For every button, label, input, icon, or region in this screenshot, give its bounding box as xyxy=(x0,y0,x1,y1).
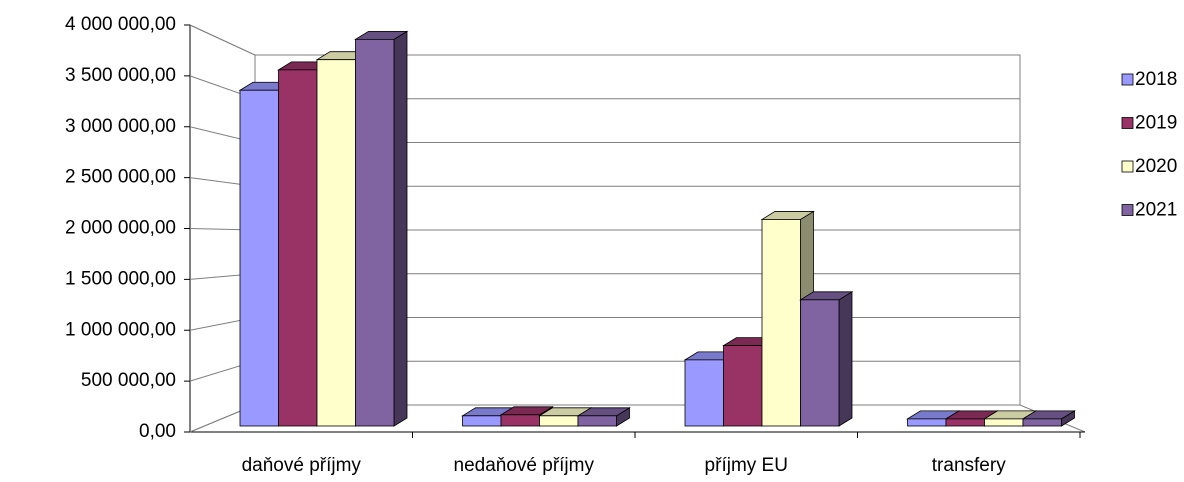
legend-label: 2019 xyxy=(1135,113,1177,134)
bar-side xyxy=(393,30,408,427)
bar-front xyxy=(316,59,356,427)
bar xyxy=(722,336,777,427)
y-tick-label: 2 500 000,00 xyxy=(65,167,176,188)
bar-front xyxy=(239,89,279,427)
grid-line xyxy=(189,24,1020,56)
x-tick-label: daňové příjmy xyxy=(242,455,362,476)
legend-swatch xyxy=(1121,204,1134,216)
legend-label: 2018 xyxy=(1135,69,1177,90)
bar-front xyxy=(984,418,1024,427)
bar-front xyxy=(355,38,395,427)
bars xyxy=(238,30,1076,427)
y-tick-label: 2 000 000,00 xyxy=(65,218,176,239)
bar-side xyxy=(838,291,853,427)
x-tick-label: nedaňové příjmy xyxy=(454,455,595,476)
bar-front xyxy=(500,414,540,427)
y-tick-label: 500 000,00 xyxy=(81,370,176,391)
y-tick-label: 3 500 000,00 xyxy=(65,65,176,86)
legend-swatch xyxy=(1121,73,1134,86)
bar-front xyxy=(684,359,724,427)
legend-label: 2021 xyxy=(1135,200,1177,221)
x-tick-label: příjmy EU xyxy=(705,455,788,476)
bar-front xyxy=(761,219,801,427)
legend-label: 2020 xyxy=(1135,156,1177,177)
y-tick-label: 4 000 000,00 xyxy=(65,14,176,35)
bar xyxy=(799,291,854,427)
bar-front xyxy=(907,418,947,427)
bar-front xyxy=(723,345,763,427)
legend-swatch xyxy=(1121,160,1134,173)
bar xyxy=(354,30,409,427)
y-tick-label: 3 000 000,00 xyxy=(65,116,176,137)
legend-swatch xyxy=(1121,117,1134,129)
bar-front xyxy=(462,415,502,427)
x-tick-label: transfery xyxy=(932,455,1006,476)
bar-front xyxy=(278,69,318,427)
y-tick-label: 1 000 000,00 xyxy=(65,319,176,340)
bar-front xyxy=(539,415,579,427)
bar-front xyxy=(1022,418,1062,427)
y-tick-label: 0,00 xyxy=(139,421,176,442)
bar-front xyxy=(945,418,985,427)
bar-front xyxy=(577,415,617,427)
bar-front xyxy=(800,299,840,427)
bar xyxy=(1021,410,1076,427)
y-tick-label: 1 500 000,00 xyxy=(65,268,176,289)
bar xyxy=(576,407,631,427)
